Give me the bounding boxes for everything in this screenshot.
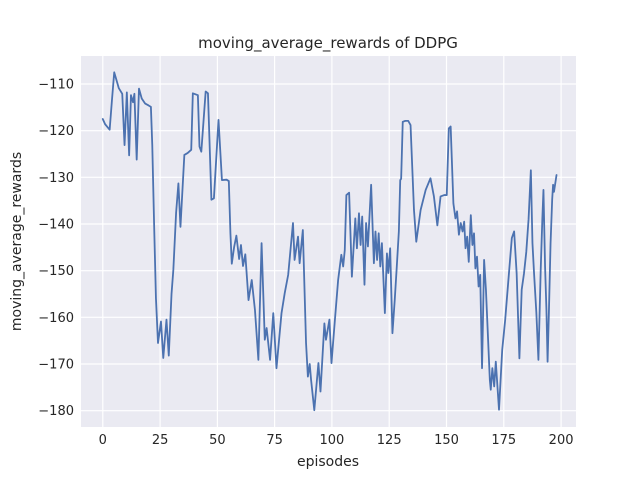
y-tick-labels: −110 −120 −130 −140 −150 −160 −170 −180 <box>38 78 74 420</box>
chart-title: moving_average_rewards of DDPG <box>198 34 458 53</box>
x-tick-label: 0 <box>99 433 107 448</box>
x-tick-labels: 0 25 50 75 100 125 150 175 200 <box>99 433 574 448</box>
x-tick-label: 175 <box>491 433 516 448</box>
gridlines <box>81 56 576 427</box>
y-tick-label: −160 <box>38 311 74 326</box>
y-tick-label: −180 <box>38 404 74 419</box>
y-tick-label: −120 <box>38 124 74 139</box>
plot-area <box>81 56 576 427</box>
reward-line <box>101 71 558 412</box>
x-tick-label: 50 <box>209 433 226 448</box>
x-tick-label: 100 <box>319 433 344 448</box>
y-tick-label: −170 <box>38 358 74 373</box>
x-tick-label: 75 <box>266 433 283 448</box>
x-tick-label: 25 <box>152 433 169 448</box>
y-tick-label: −150 <box>38 264 74 279</box>
x-tick-label: 150 <box>434 433 459 448</box>
x-tick-label: 200 <box>549 433 574 448</box>
x-tick-label: 125 <box>377 433 402 448</box>
y-tick-label: −110 <box>38 78 74 93</box>
y-tick-label: −130 <box>38 171 74 186</box>
x-axis-label: episodes <box>297 454 359 470</box>
y-tick-label: −140 <box>38 218 74 233</box>
y-axis-label: moving_average_rewards <box>9 152 25 331</box>
